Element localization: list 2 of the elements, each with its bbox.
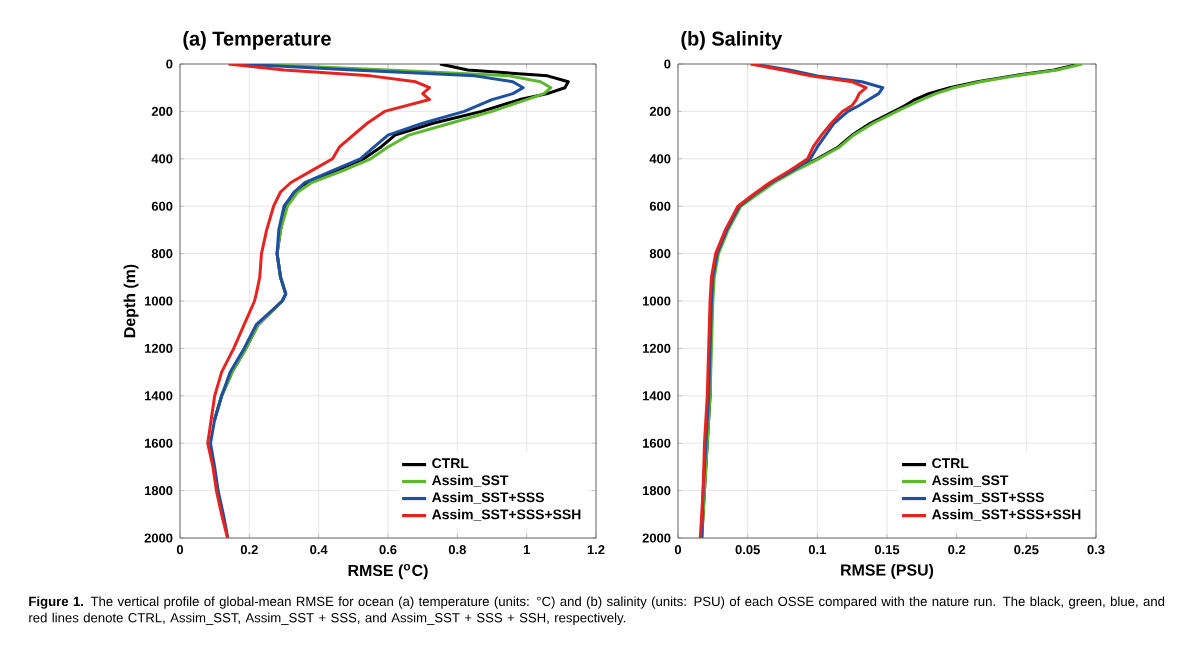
chart-title: (a) Temperature [183,31,331,50]
chart-title: (b) Salinity [681,31,783,50]
